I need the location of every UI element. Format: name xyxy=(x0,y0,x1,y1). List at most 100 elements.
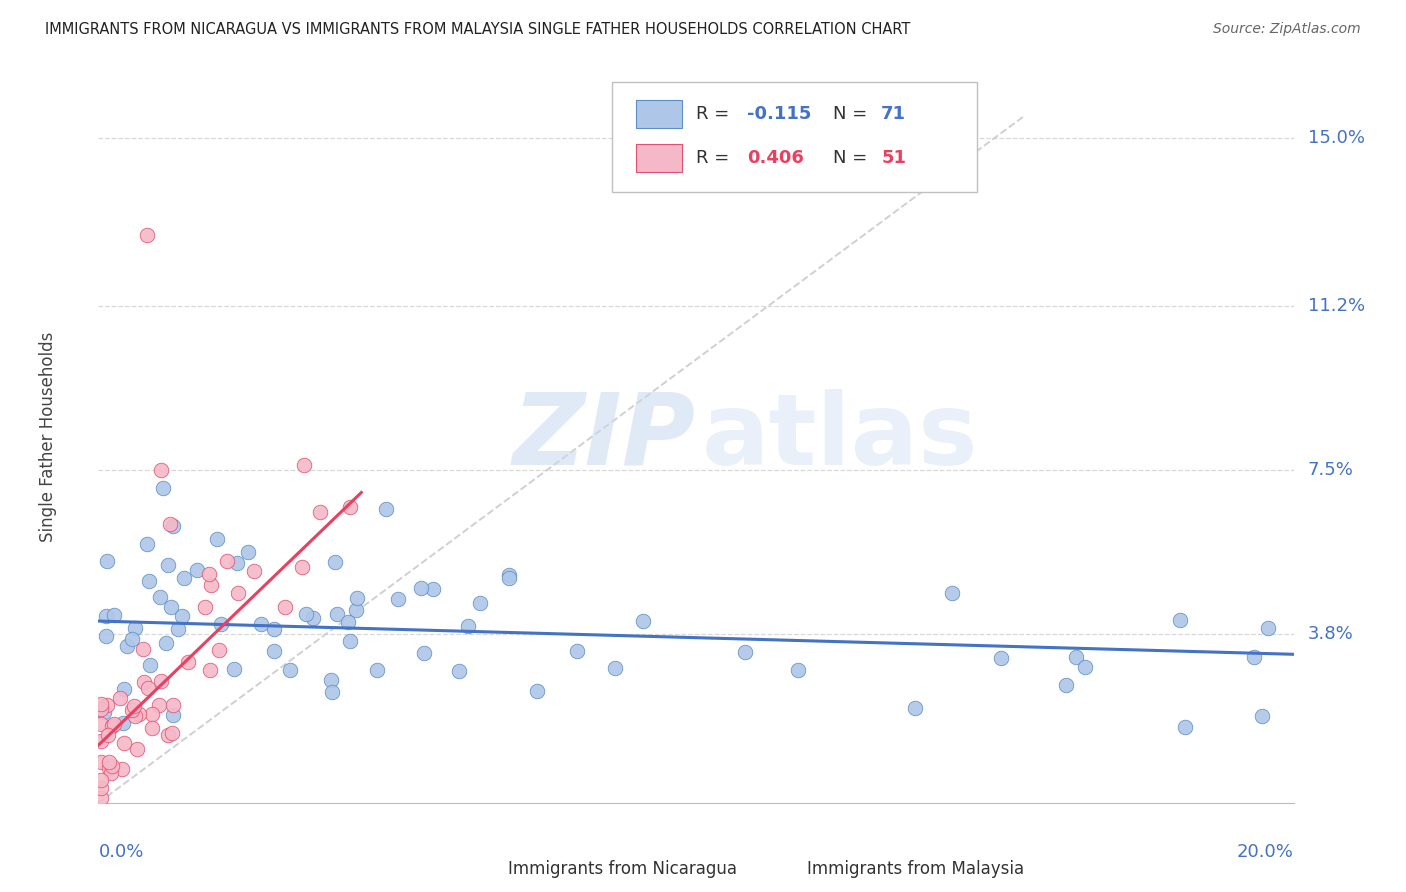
Point xyxy=(1250,708,1272,723)
Point xyxy=(103,717,125,731)
Point xyxy=(148,698,170,712)
Point xyxy=(152,481,174,495)
Point xyxy=(162,698,184,712)
Point xyxy=(263,622,285,636)
Point xyxy=(90,772,112,787)
Text: Immigrants from Malaysia: Immigrants from Malaysia xyxy=(807,861,1024,879)
Point xyxy=(198,663,221,677)
Point xyxy=(631,614,654,628)
Point xyxy=(128,706,150,721)
Point xyxy=(121,632,143,646)
Point xyxy=(468,595,491,609)
Point xyxy=(97,761,120,775)
Point xyxy=(112,736,135,750)
Point xyxy=(225,556,247,570)
Text: R =: R = xyxy=(696,149,735,167)
Point xyxy=(498,568,520,582)
Point xyxy=(96,553,118,567)
Point xyxy=(346,591,368,605)
Point xyxy=(375,501,398,516)
Point xyxy=(447,664,470,678)
Point xyxy=(336,615,359,629)
Point xyxy=(155,636,177,650)
Point xyxy=(136,681,159,695)
Point xyxy=(134,674,156,689)
Point xyxy=(115,639,138,653)
Point xyxy=(1174,720,1197,734)
Point xyxy=(149,674,172,689)
Point xyxy=(457,618,479,632)
Text: Source: ZipAtlas.com: Source: ZipAtlas.com xyxy=(1213,22,1361,37)
Point xyxy=(1243,649,1265,664)
Point xyxy=(250,616,273,631)
Point xyxy=(108,691,131,706)
Point xyxy=(990,651,1012,665)
Text: N =: N = xyxy=(834,104,873,123)
Point xyxy=(97,727,120,741)
Point xyxy=(170,609,193,624)
Text: 0.0%: 0.0% xyxy=(98,843,143,861)
Point xyxy=(366,663,388,677)
Text: atlas: atlas xyxy=(702,389,979,485)
Point xyxy=(96,630,118,644)
Point xyxy=(141,721,163,735)
Point xyxy=(291,559,314,574)
Point xyxy=(526,683,548,698)
Text: 11.2%: 11.2% xyxy=(1308,297,1365,315)
Point xyxy=(112,715,135,730)
Point xyxy=(132,641,155,656)
Point xyxy=(339,500,361,515)
FancyBboxPatch shape xyxy=(613,82,977,192)
Point xyxy=(904,701,927,715)
Point xyxy=(100,766,122,780)
Point xyxy=(186,563,208,577)
Point xyxy=(138,574,160,588)
Point xyxy=(243,564,266,578)
FancyBboxPatch shape xyxy=(637,100,682,128)
Point xyxy=(122,698,145,713)
Point xyxy=(125,742,148,756)
Point xyxy=(1064,650,1087,665)
Point xyxy=(1168,613,1191,627)
Point xyxy=(1257,621,1279,635)
Text: Single Father Households: Single Father Households xyxy=(39,332,58,542)
Point xyxy=(162,519,184,533)
Point xyxy=(136,228,159,243)
Point xyxy=(93,705,115,719)
Point xyxy=(273,600,295,615)
FancyBboxPatch shape xyxy=(463,858,501,881)
Point xyxy=(409,581,432,595)
Point xyxy=(157,558,180,572)
Point xyxy=(209,616,232,631)
Text: 7.5%: 7.5% xyxy=(1308,461,1354,479)
Text: IMMIGRANTS FROM NICARAGUA VS IMMIGRANTS FROM MALAYSIA SINGLE FATHER HOUSEHOLDS C: IMMIGRANTS FROM NICARAGUA VS IMMIGRANTS … xyxy=(45,22,910,37)
Point xyxy=(198,567,221,582)
Point xyxy=(603,661,626,675)
Point xyxy=(101,718,124,732)
Point xyxy=(295,607,318,621)
Point xyxy=(1054,678,1077,692)
Text: ZIP: ZIP xyxy=(513,389,696,485)
Point xyxy=(344,603,367,617)
Point xyxy=(319,673,342,687)
Point xyxy=(177,655,200,669)
Text: 51: 51 xyxy=(882,149,907,167)
Point xyxy=(422,582,444,596)
Text: 15.0%: 15.0% xyxy=(1308,128,1365,147)
Point xyxy=(734,645,756,659)
Point xyxy=(141,706,163,721)
FancyBboxPatch shape xyxy=(762,858,800,881)
Text: 20.0%: 20.0% xyxy=(1237,843,1294,861)
Point xyxy=(387,592,409,607)
Point xyxy=(124,621,146,635)
Point xyxy=(1074,660,1097,674)
Point xyxy=(263,643,285,657)
Point xyxy=(90,716,112,731)
Point xyxy=(112,682,135,697)
Point xyxy=(321,685,343,699)
Point xyxy=(498,571,520,585)
Point xyxy=(167,622,190,636)
Point xyxy=(194,599,217,614)
Point xyxy=(207,532,229,546)
Point xyxy=(159,516,181,531)
